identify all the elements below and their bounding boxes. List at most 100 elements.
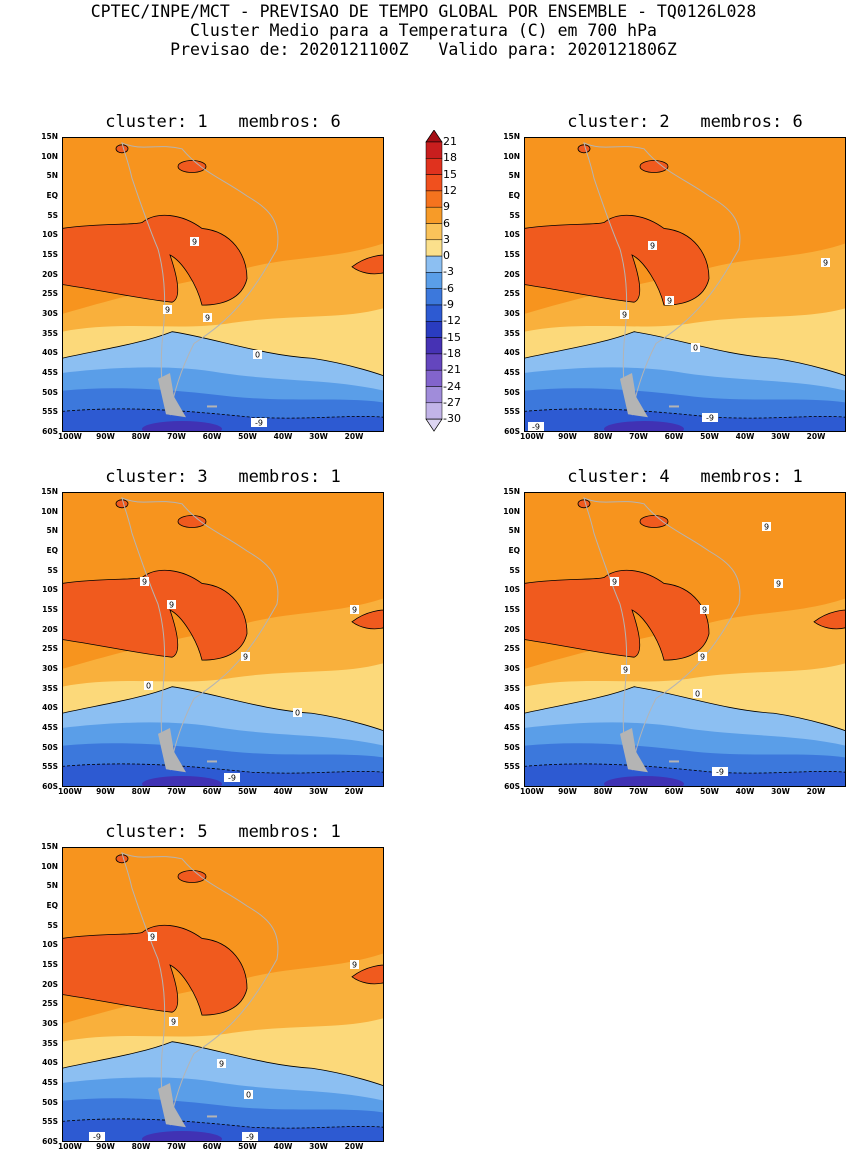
lat-tick-label: 10S bbox=[504, 585, 520, 595]
map-frame bbox=[62, 847, 384, 1142]
lat-tick-label: 55S bbox=[504, 762, 520, 772]
colorbar-label: -27 bbox=[443, 395, 461, 409]
lon-tick-label: 50W bbox=[238, 432, 257, 441]
field-minus12 bbox=[142, 421, 222, 432]
warm-blob bbox=[177, 160, 207, 173]
header-line-1: CPTEC/INPE/MCT - PREVISAO DE TEMPO GLOBA… bbox=[90, 2, 757, 21]
colorbar-swatch bbox=[425, 321, 443, 338]
contour-label: -9 bbox=[89, 1132, 105, 1142]
warm-blob bbox=[351, 254, 384, 275]
lat-tick-label: 50S bbox=[42, 1097, 58, 1107]
lat-tick-label: 60S bbox=[504, 782, 520, 792]
contour-0 bbox=[524, 331, 846, 377]
contour-minus9 bbox=[62, 1118, 384, 1129]
map-plot-2: 9 9 9 9 0 -9 -9 bbox=[524, 137, 846, 432]
contour-label: 9 bbox=[648, 241, 657, 251]
contour-label-text: 9 bbox=[243, 653, 248, 662]
colorbar-label: -6 bbox=[443, 281, 454, 295]
warm-blob bbox=[115, 499, 129, 509]
lon-tick-label: 30W bbox=[309, 432, 328, 441]
lat-tick-label: 10S bbox=[504, 230, 520, 240]
lon-tick-label: 50W bbox=[700, 787, 719, 796]
header-line-3: Previsao de: 2020121100Z Valido para: 20… bbox=[170, 40, 677, 59]
lat-tick-label: 5S bbox=[47, 920, 58, 930]
colorbar-label: -12 bbox=[443, 314, 461, 328]
lat-tick-label: EQ bbox=[508, 191, 521, 200]
colorbar-label: -21 bbox=[443, 363, 461, 377]
contour-label: 0 bbox=[244, 1090, 253, 1100]
continent-outline bbox=[121, 142, 279, 416]
patagonia-land bbox=[158, 373, 186, 418]
lat-tick-label: 20S bbox=[42, 624, 58, 634]
contour-label: 9 bbox=[700, 605, 709, 615]
lat-tick-label: EQ bbox=[46, 191, 59, 200]
field-above-12 bbox=[524, 214, 710, 306]
contour-label: 9 bbox=[620, 310, 629, 320]
lat-tick-label: 5S bbox=[47, 210, 58, 220]
contour-label-text: 9 bbox=[171, 1018, 176, 1027]
lat-tick-label: 45S bbox=[504, 723, 520, 733]
contour-label-text: 0 bbox=[695, 690, 700, 699]
lon-tick-label: 80W bbox=[131, 787, 151, 796]
contour-label-text: 9 bbox=[612, 578, 617, 587]
lat-tick-label: 5N bbox=[508, 526, 521, 536]
lon-tick-label: 100W bbox=[58, 787, 82, 796]
contour-label-text: -9 bbox=[93, 1133, 101, 1142]
contour-label-text: 9 bbox=[165, 306, 170, 315]
continent-outline bbox=[583, 497, 741, 771]
lat-tick-label: 15N bbox=[503, 132, 520, 141]
lon-tick-label: 30W bbox=[771, 787, 790, 796]
lat-tick-label: 10N bbox=[503, 506, 520, 516]
contour-label-text: 9 bbox=[776, 580, 781, 589]
lat-tick-label: 35S bbox=[42, 1038, 58, 1048]
map-plot-5: 9 9 9 9 0 -9 -9 bbox=[62, 847, 384, 1142]
contour-label: 9 bbox=[665, 296, 674, 306]
lat-tick-label: 40S bbox=[42, 1058, 58, 1068]
lon-tick-label: 60W bbox=[664, 432, 684, 441]
contour-label-text: 9 bbox=[623, 666, 628, 675]
lat-tick-label: 10N bbox=[41, 151, 58, 161]
lat-tick-label: 5N bbox=[508, 171, 521, 181]
contour-0 bbox=[62, 1041, 384, 1087]
colorbar-label: 3 bbox=[443, 232, 450, 246]
lat-tick-label: 15S bbox=[42, 605, 58, 615]
lon-tick-label: 60W bbox=[202, 1142, 222, 1151]
contour-label-text: 9 bbox=[150, 933, 155, 942]
contour-label: 9 bbox=[774, 579, 783, 589]
lat-tick-label: 45S bbox=[42, 723, 58, 733]
contour-label-text: 0 bbox=[146, 682, 151, 691]
colorbar-swatch bbox=[425, 337, 443, 355]
lon-tick-label: 100W bbox=[520, 787, 544, 796]
lon-tick-label: 20W bbox=[344, 1142, 364, 1151]
colorbar-label: 9 bbox=[443, 200, 450, 214]
lon-tick-label: 90W bbox=[558, 787, 577, 796]
lon-tick-label: 60W bbox=[202, 787, 222, 796]
contour-label: 9 bbox=[350, 605, 359, 615]
lat-tick-label: 60S bbox=[504, 427, 520, 437]
contour-minus9 bbox=[62, 763, 384, 774]
lat-tick-label: 45S bbox=[42, 368, 58, 378]
colorbar-label: 21 bbox=[443, 135, 457, 148]
panel-title-5: cluster: 5 membros: 1 bbox=[105, 822, 341, 842]
lon-tick-label: 30W bbox=[309, 1142, 328, 1151]
warm-blob bbox=[115, 144, 129, 154]
contour-label: -9 bbox=[242, 1132, 258, 1142]
lat-tick-label: 25S bbox=[42, 999, 58, 1009]
contour-label: 9 bbox=[610, 577, 619, 587]
continent-outline bbox=[121, 497, 279, 771]
lat-tick-label: 60S bbox=[42, 427, 58, 437]
lon-tick-label: 70W bbox=[629, 787, 648, 796]
lon-tick-label: 30W bbox=[771, 432, 790, 441]
contour-label: 9 bbox=[167, 600, 176, 610]
contour-label-text: 0 bbox=[693, 344, 698, 353]
lat-tick-label: 50S bbox=[504, 742, 520, 752]
colorbar-swatch bbox=[425, 141, 443, 159]
lon-tick-label: 100W bbox=[58, 1142, 82, 1151]
map-panel-2: 9 9 9 9 0 -9 -9 15N 10N 5N EQ 5S 10S 15S 20S 25S 30S 35S 4… bbox=[462, 132, 846, 441]
colorbar-swatch bbox=[425, 288, 443, 306]
lat-tick-label: 15S bbox=[504, 605, 520, 615]
field-minus12 bbox=[142, 776, 222, 787]
lat-tick-label: 20S bbox=[42, 979, 58, 989]
contour-label: 0 bbox=[691, 343, 700, 353]
lat-tick-label: 5N bbox=[46, 526, 59, 536]
